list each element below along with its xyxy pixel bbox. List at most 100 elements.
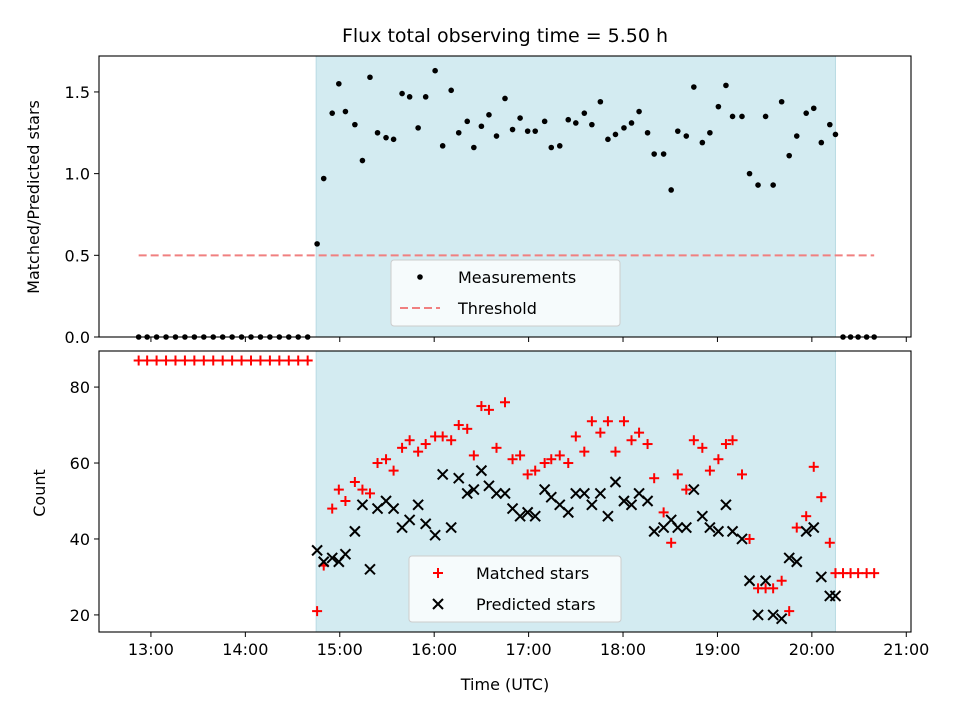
matched-star-point: [595, 427, 606, 438]
measurement-point: [390, 136, 397, 143]
measurement-point: [548, 144, 555, 151]
measurement-point: [699, 139, 706, 146]
measurement-point: [486, 112, 492, 118]
matched-star-point: [801, 511, 812, 522]
measurement-point: [778, 98, 785, 105]
matched-star-point: [372, 458, 383, 469]
legend: Matched stars Predicted stars: [408, 555, 622, 623]
measurement-point: [683, 133, 690, 139]
predicted-star-point: [419, 518, 432, 530]
matched-star-point: [227, 355, 238, 366]
matched-star-point: [151, 355, 162, 366]
matched-star-point: [217, 355, 228, 366]
matched-star-point: [688, 435, 699, 446]
predicted-star-point: [767, 609, 779, 621]
x-tick-label: 16:00: [411, 640, 457, 659]
matched-star-point: [530, 465, 541, 476]
y-tick-label: 1.0: [65, 165, 90, 184]
matched-star-point: [658, 507, 669, 518]
measurement-point: [448, 87, 454, 94]
x-tick-label: 13:00: [128, 640, 174, 659]
x-tick-label: 18:00: [600, 640, 646, 659]
measurement-point: [827, 121, 833, 128]
y-tick-label: 0.0: [65, 328, 90, 347]
measurement-point: [636, 108, 642, 115]
predicted-star-point: [815, 571, 828, 583]
x-tick-label: 14:00: [222, 640, 268, 659]
measurement-point: [367, 74, 373, 81]
measurement-point: [532, 128, 539, 134]
matched-star-point: [437, 431, 448, 442]
measurement-point: [628, 120, 635, 126]
predicted-star-point: [562, 506, 574, 519]
top-y-axis-label: Matched/Predicted stars: [24, 100, 43, 294]
matched-star-point: [853, 568, 864, 579]
matched-star-point: [672, 469, 683, 480]
measurement-point: [674, 128, 681, 134]
matched-star-point: [170, 355, 181, 366]
predicted-star-point: [808, 521, 820, 534]
predicted-star-point: [759, 575, 772, 587]
measurement-point: [415, 125, 421, 131]
matched-star-point: [539, 458, 550, 469]
matched-star-point: [776, 575, 787, 586]
matched-star-point: [570, 431, 581, 442]
matched-star-point: [500, 397, 510, 408]
predicted-star-point: [609, 476, 622, 488]
legend-predicted-marker: [432, 598, 444, 610]
matched-star-point: [312, 606, 323, 617]
predicted-star-point: [468, 483, 480, 496]
measurement-point: [541, 118, 548, 125]
measurement-point: [399, 90, 405, 97]
matched-star-point: [293, 355, 304, 366]
measurement-point: [509, 126, 516, 133]
measurement-point: [329, 110, 336, 116]
predicted-star-point: [696, 510, 709, 522]
predicted-star-point: [521, 506, 534, 519]
matched-star-point: [161, 355, 172, 366]
measurement-point: [605, 136, 611, 143]
measurement-point: [383, 134, 389, 141]
y-tick-label: 80: [70, 378, 90, 397]
matched-star-point: [784, 606, 795, 617]
predicted-star-point: [412, 499, 424, 511]
matched-star-point: [483, 404, 494, 415]
matched-star-point: [744, 533, 755, 544]
x-tick-label: 21:00: [883, 640, 929, 659]
y-tick-label: 60: [70, 454, 90, 473]
measurement-point: [556, 143, 563, 149]
legend-label: Predicted stars: [476, 595, 596, 614]
matched-star-point: [546, 454, 557, 465]
matched-star-point: [768, 583, 779, 594]
predicted-star-point: [349, 525, 361, 538]
matched-star-point: [586, 416, 597, 427]
matched-star-point: [349, 477, 360, 488]
matched-star-point: [736, 469, 747, 480]
predicted-star-point: [783, 552, 795, 564]
measurement-point: [786, 152, 792, 159]
predicted-star-point: [475, 464, 488, 477]
matched-star-point: [142, 355, 153, 366]
predicted-star-point: [318, 556, 330, 568]
predicted-star-point: [403, 514, 416, 526]
matched-star-point: [133, 355, 144, 366]
legend: Measurements Threshold: [390, 259, 621, 327]
matched-star-point: [446, 435, 457, 446]
measurement-point: [755, 182, 761, 188]
measurement-point: [432, 67, 438, 74]
measurement-point: [660, 151, 667, 157]
matched-star-point: [189, 355, 200, 366]
predicted-star-point: [529, 510, 541, 522]
x-tick-label: 15:00: [317, 640, 363, 659]
predicted-star-point: [648, 525, 660, 538]
matched-star-point: [681, 484, 692, 495]
predicted-star-point: [829, 590, 842, 602]
matched-star-point: [869, 568, 880, 579]
matched-star-point: [420, 439, 431, 450]
measurement-point: [439, 143, 446, 149]
measurement-point: [455, 129, 462, 136]
predicted-star-point: [445, 521, 457, 534]
matched-star-point: [198, 355, 209, 366]
x-axis-label: Time (UTC): [460, 675, 549, 694]
